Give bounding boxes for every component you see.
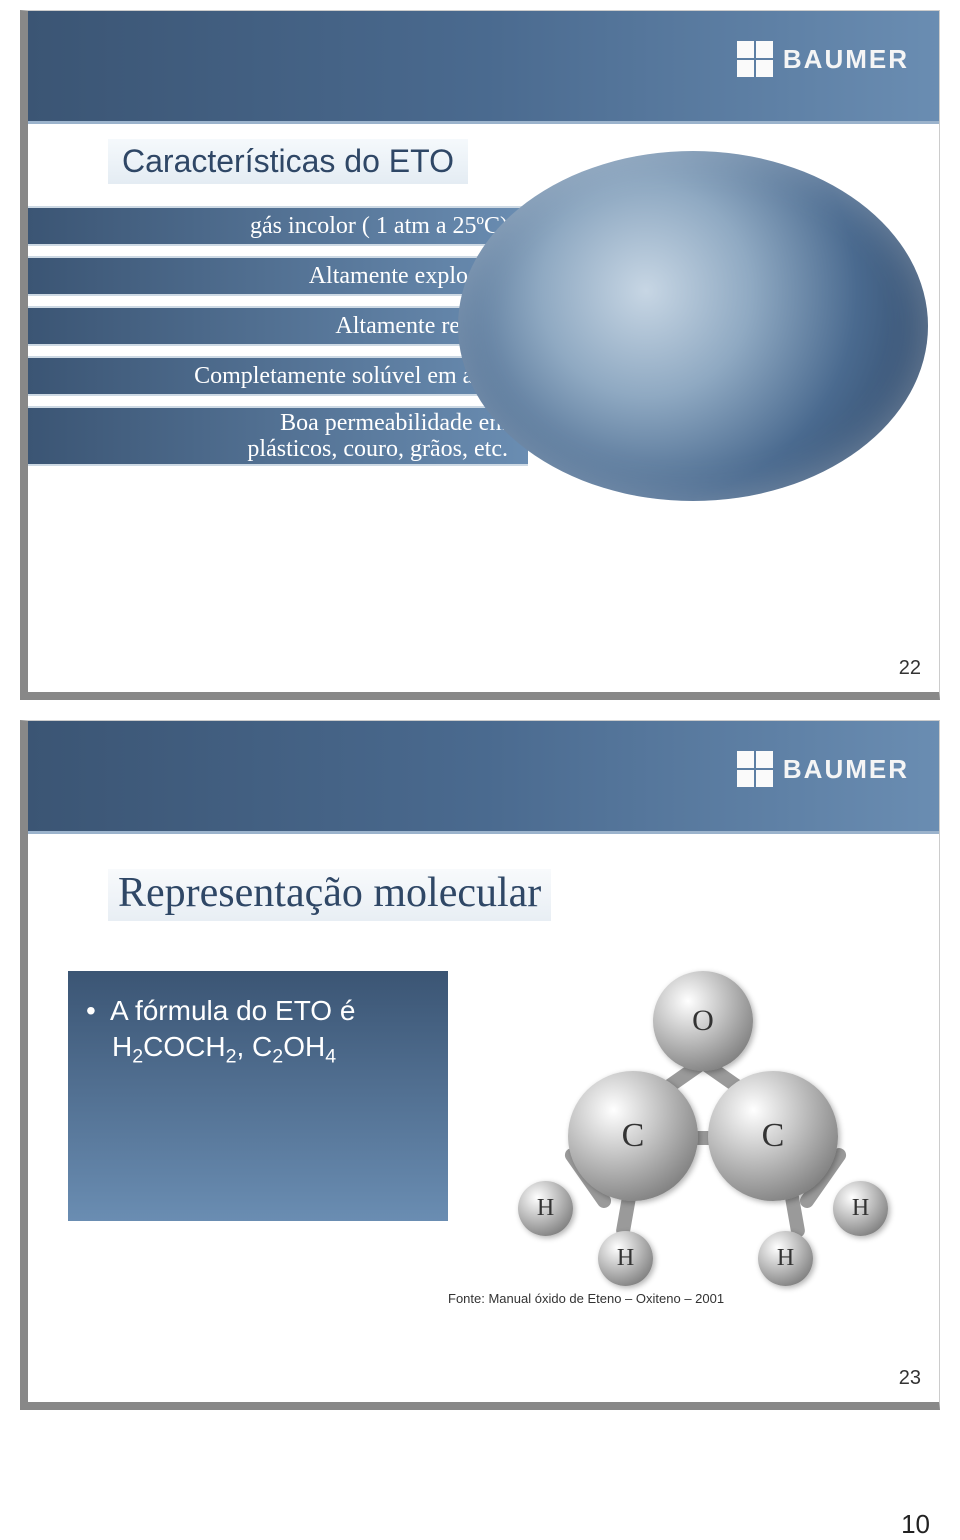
bullet-row: gás incolor ( 1 atm a 25ºC) bbox=[28, 206, 528, 246]
brand-name: BAUMER bbox=[783, 754, 909, 785]
bullet-row: Altamente explosivo bbox=[28, 256, 528, 296]
brand-logo: BAUMER bbox=[737, 751, 909, 787]
slide2-title: Representação molecular bbox=[108, 869, 551, 921]
formula-line1: • A fórmula do ETO é bbox=[86, 995, 430, 1027]
atom-c: C bbox=[708, 1071, 838, 1201]
brand-logo: BAUMER bbox=[737, 41, 909, 77]
atom-h: H bbox=[758, 1231, 813, 1286]
formula-panel: • A fórmula do ETO é H2COCH2, C2OH4 bbox=[68, 971, 448, 1221]
brand-name: BAUMER bbox=[783, 44, 909, 75]
bullet-row: Completamente solúvel em água bbox=[28, 356, 528, 396]
slide1-number: 22 bbox=[899, 657, 921, 680]
bullet-text: Completamente solúvel em água bbox=[194, 363, 508, 389]
slide1-title: Características do ETO bbox=[108, 139, 468, 184]
atom-h: H bbox=[518, 1181, 573, 1236]
page-number: 10 bbox=[901, 1509, 930, 1540]
bullet-text: gás incolor ( 1 atm a 25ºC) bbox=[250, 213, 508, 239]
atom-h: H bbox=[598, 1231, 653, 1286]
slide2-number: 23 bbox=[899, 1367, 921, 1390]
slide1-bullets: gás incolor ( 1 atm a 25ºC) Altamente ex… bbox=[28, 206, 528, 476]
header-strip: BAUMER bbox=[28, 721, 939, 834]
atom-c: C bbox=[568, 1071, 698, 1201]
bullet-icon: • bbox=[86, 995, 96, 1026]
lab-photo-placeholder bbox=[458, 151, 928, 501]
bullet-text: Boa permeabilidade em plásticos, couro, … bbox=[247, 410, 508, 463]
formula-text-1: A fórmula do ETO é bbox=[110, 995, 355, 1026]
brand-logo-icon bbox=[737, 751, 773, 787]
brand-logo-icon bbox=[737, 41, 773, 77]
molecule-diagram: O C C H H H H bbox=[498, 961, 878, 1261]
bullet-row: Altamente reativo bbox=[28, 306, 528, 346]
source-caption: Fonte: Manual óxido de Eteno – Oxiteno –… bbox=[448, 1291, 724, 1306]
header-strip: BAUMER bbox=[28, 11, 939, 124]
bullet-row: Boa permeabilidade em plásticos, couro, … bbox=[28, 406, 528, 466]
atom-o: O bbox=[653, 971, 753, 1071]
slide-1: BAUMER Características do ETO gás incolo… bbox=[20, 10, 940, 700]
slide-2: BAUMER Representação molecular • A fórmu… bbox=[20, 720, 940, 1410]
atom-h: H bbox=[833, 1181, 888, 1236]
formula-line2: H2COCH2, C2OH4 bbox=[86, 1031, 430, 1069]
